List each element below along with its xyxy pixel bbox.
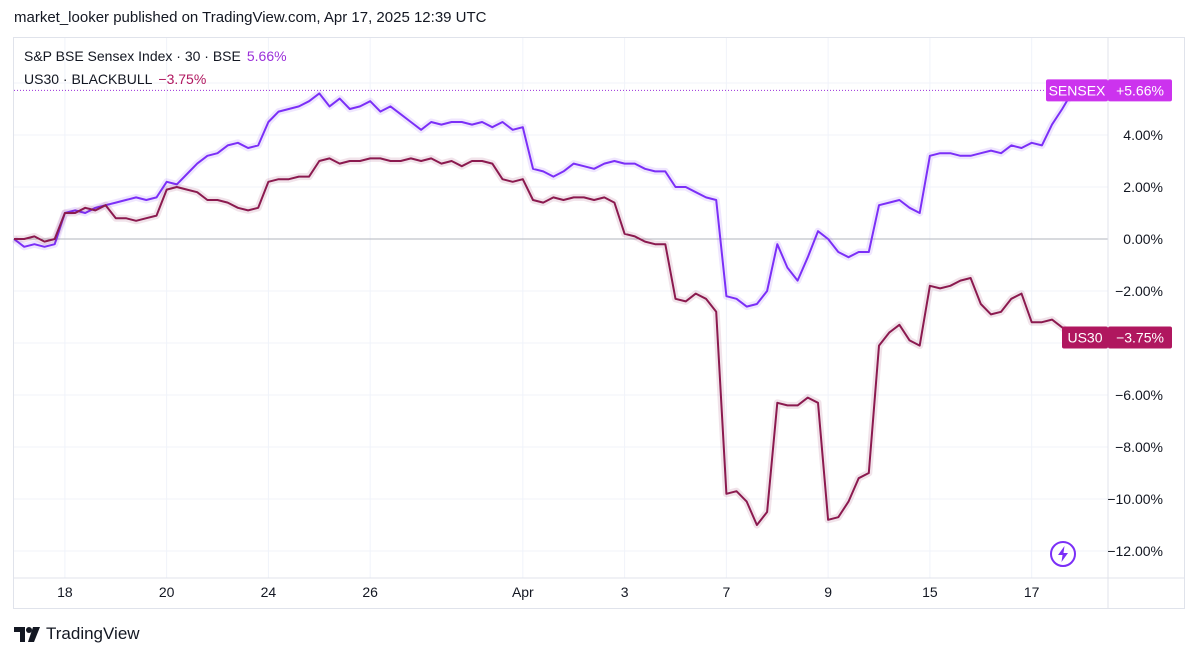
x-tick-label: 9 [824, 584, 832, 600]
x-tick-label: 26 [362, 584, 378, 600]
price-tag-name-bg-us30 [1062, 326, 1108, 349]
legend-sensex-label: S&P BSE Sensex Index · 30 · BSE [24, 48, 241, 64]
y-tick-label: −8.00% [1115, 439, 1163, 455]
series-line-sensex[interactable] [13, 91, 1074, 308]
y-tick-label: −12.00% [1107, 543, 1163, 559]
price-tag-value-us30: −3.75% [1116, 330, 1164, 346]
x-tick-label: 3 [621, 584, 629, 600]
legend-sensex[interactable]: S&P BSE Sensex Index · 30 · BSE 5.66% [24, 48, 287, 64]
chart-frame [13, 37, 1185, 609]
legend-sensex-value: 5.66% [246, 48, 287, 64]
price-tag-name-us30: US30 [1067, 330, 1102, 346]
y-tick-label: −2.00% [1115, 283, 1163, 299]
price-tag-value-bg-us30 [1108, 326, 1172, 349]
series-line-us30[interactable] [14, 157, 1074, 526]
lightning-bolt-icon[interactable] [1049, 540, 1077, 568]
brand-name: TradingView [46, 624, 140, 643]
publish-line: market_looker published on TradingView.c… [14, 9, 487, 26]
x-tick-label: 18 [57, 584, 73, 600]
price-tag-name-bg-sensex [1046, 79, 1108, 102]
legend-us30-label: US30 · BLACKBULL [24, 71, 153, 87]
legend-us30-value: −3.75% [158, 71, 207, 87]
legend-us30[interactable]: US30 · BLACKBULL −3.75% [24, 71, 206, 87]
y-tick-label: −6.00% [1115, 387, 1163, 403]
x-tick-label: 17 [1024, 584, 1040, 600]
x-tick-label: 15 [922, 584, 938, 600]
x-tick-label: 24 [261, 584, 277, 600]
price-tag-value-sensex: +5.66% [1116, 82, 1164, 98]
x-tick-label: 7 [722, 584, 730, 600]
y-tick-label: 2.00% [1123, 179, 1163, 195]
tradingview-logo-icon [14, 626, 40, 642]
y-tick-label: 0.00% [1123, 231, 1163, 247]
y-tick-label: −10.00% [1107, 491, 1163, 507]
y-tick-label: 4.00% [1123, 127, 1163, 143]
price-tag-value-bg-sensex [1108, 79, 1172, 102]
x-tick-label: Apr [512, 584, 534, 600]
footer-brand[interactable]: TradingView [14, 624, 140, 644]
price-tag-name-sensex: SENSEX [1049, 82, 1106, 98]
x-tick-label: 20 [159, 584, 175, 600]
